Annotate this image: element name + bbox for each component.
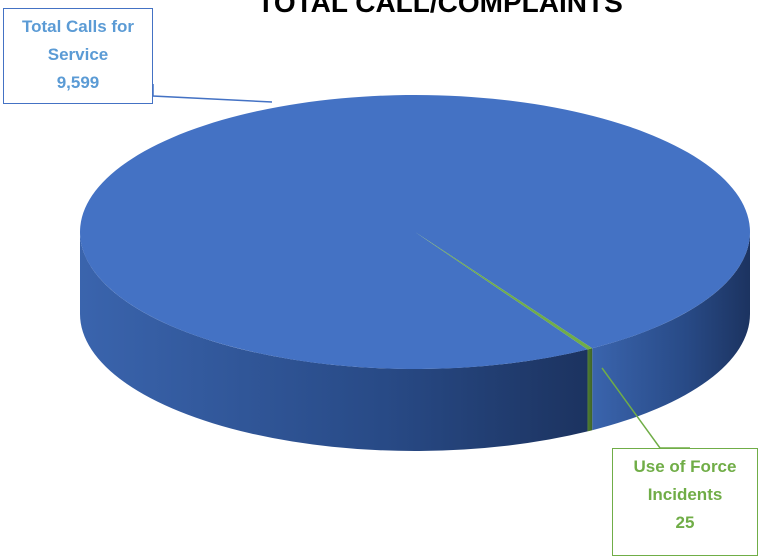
category-label: Total Calls for Service [21, 17, 135, 64]
value-label: 25 [675, 513, 695, 532]
chart-title: TOTAL CALL/COMPLAINTS [257, 0, 623, 18]
pie-slice-side [592, 232, 750, 431]
leader-line [152, 84, 273, 103]
pie-slice [415, 232, 593, 350]
data-callout: Total Calls for Service 9,599 [3, 8, 153, 104]
pie-slice-side [80, 232, 588, 451]
value-label: 9,599 [56, 73, 100, 92]
data-callout: Use of Force Incidents 25 [612, 448, 758, 556]
category-label: Use of Force Incidents [633, 457, 737, 504]
pie-slice [80, 94, 751, 369]
pie-slice-side [587, 348, 593, 432]
